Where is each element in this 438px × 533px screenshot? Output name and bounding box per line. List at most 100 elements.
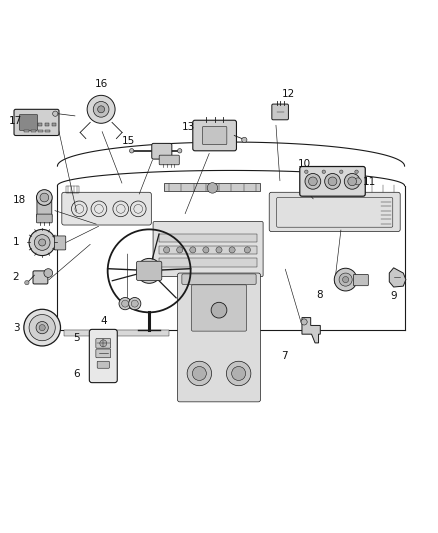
Bar (159, 246, 258, 254)
Circle shape (322, 170, 325, 174)
Bar (24, 130, 28, 133)
Circle shape (53, 111, 58, 116)
Circle shape (347, 183, 357, 193)
Bar (45, 123, 49, 126)
Polygon shape (302, 318, 320, 343)
Text: 9: 9 (390, 291, 397, 301)
Circle shape (226, 361, 251, 386)
FancyBboxPatch shape (300, 166, 365, 196)
FancyBboxPatch shape (14, 109, 59, 135)
Circle shape (187, 361, 212, 386)
Circle shape (29, 314, 55, 341)
FancyBboxPatch shape (19, 115, 38, 130)
Text: 17: 17 (9, 116, 22, 126)
Bar (45, 130, 49, 133)
Polygon shape (389, 268, 406, 287)
Text: 16: 16 (95, 79, 108, 90)
Circle shape (334, 268, 357, 291)
Text: 13: 13 (182, 122, 195, 132)
FancyBboxPatch shape (177, 273, 261, 402)
Circle shape (308, 177, 317, 185)
Bar (38, 130, 42, 133)
Circle shape (40, 193, 49, 202)
FancyBboxPatch shape (89, 329, 117, 383)
Circle shape (130, 149, 134, 153)
Circle shape (36, 190, 52, 205)
Text: 5: 5 (73, 333, 80, 343)
Circle shape (242, 138, 247, 142)
FancyBboxPatch shape (37, 195, 52, 217)
FancyBboxPatch shape (193, 120, 237, 151)
Circle shape (163, 247, 170, 253)
Text: 15: 15 (122, 136, 135, 146)
Circle shape (137, 259, 162, 284)
Circle shape (119, 297, 131, 310)
Circle shape (355, 170, 358, 174)
Circle shape (177, 149, 182, 153)
Circle shape (354, 178, 361, 185)
FancyBboxPatch shape (269, 192, 400, 231)
Circle shape (36, 321, 48, 334)
FancyBboxPatch shape (96, 349, 111, 358)
Circle shape (39, 239, 46, 246)
Circle shape (348, 177, 357, 185)
Text: 4: 4 (100, 316, 106, 326)
Text: 2: 2 (13, 272, 19, 282)
Circle shape (343, 277, 349, 282)
Circle shape (122, 300, 129, 307)
Circle shape (325, 174, 340, 189)
FancyBboxPatch shape (97, 361, 110, 368)
Circle shape (216, 247, 222, 253)
Circle shape (192, 367, 206, 381)
Bar (164, 183, 261, 191)
Circle shape (339, 170, 343, 174)
Text: 12: 12 (281, 89, 295, 99)
Circle shape (100, 340, 107, 347)
Circle shape (87, 95, 115, 123)
FancyBboxPatch shape (159, 155, 179, 165)
FancyBboxPatch shape (182, 274, 256, 285)
FancyBboxPatch shape (202, 126, 227, 144)
Text: 6: 6 (73, 369, 80, 379)
Circle shape (229, 247, 235, 253)
Circle shape (203, 247, 209, 253)
Circle shape (44, 269, 53, 277)
Bar (66, 185, 79, 193)
Circle shape (177, 247, 183, 253)
Circle shape (232, 367, 246, 381)
Bar (159, 258, 258, 266)
Bar (31, 130, 35, 133)
Circle shape (305, 174, 321, 189)
Circle shape (211, 302, 227, 318)
Text: 18: 18 (12, 195, 26, 205)
Circle shape (25, 280, 29, 285)
Circle shape (304, 170, 308, 174)
FancyBboxPatch shape (62, 192, 151, 225)
Circle shape (301, 319, 307, 325)
FancyBboxPatch shape (152, 143, 172, 159)
Circle shape (339, 273, 352, 286)
Circle shape (328, 177, 337, 185)
Bar (52, 123, 56, 126)
Circle shape (190, 247, 196, 253)
Text: 11: 11 (363, 177, 376, 187)
FancyBboxPatch shape (33, 271, 48, 284)
Text: 8: 8 (316, 290, 323, 300)
Circle shape (131, 300, 138, 307)
Circle shape (34, 235, 50, 251)
Text: 10: 10 (297, 159, 311, 169)
Text: 1: 1 (13, 238, 19, 247)
Circle shape (93, 101, 109, 117)
Bar (64, 330, 169, 336)
FancyBboxPatch shape (96, 338, 111, 348)
Circle shape (24, 309, 60, 346)
Circle shape (207, 183, 218, 193)
FancyBboxPatch shape (137, 261, 162, 280)
Circle shape (98, 106, 105, 113)
FancyBboxPatch shape (272, 104, 288, 120)
Text: 3: 3 (13, 322, 19, 333)
Circle shape (29, 229, 55, 256)
Text: 7: 7 (281, 351, 288, 361)
FancyBboxPatch shape (191, 285, 247, 331)
Bar (159, 234, 258, 243)
